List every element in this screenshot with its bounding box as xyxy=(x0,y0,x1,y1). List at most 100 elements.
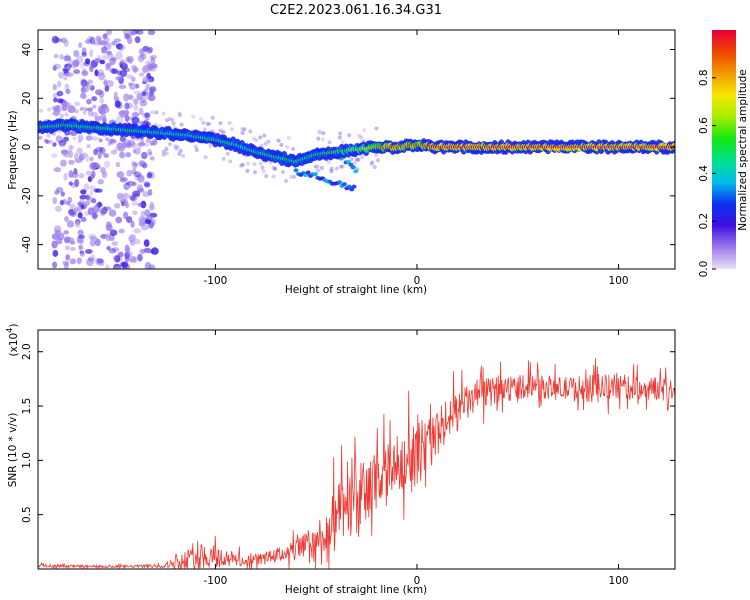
spectrogram-cell xyxy=(115,51,123,60)
spectrogram-cell xyxy=(95,238,101,247)
x-tick-label: 100 xyxy=(609,275,629,287)
snr-multiplier-exp: 4 xyxy=(5,328,14,333)
spectrogram-cell xyxy=(79,107,84,112)
spectrogram-cell xyxy=(273,166,278,171)
spectrogram-cell xyxy=(144,118,149,123)
spectrogram-cell xyxy=(312,172,318,177)
spectrogram-cell xyxy=(102,205,108,213)
spectrogram-cell xyxy=(140,120,145,125)
spectrogram-cell xyxy=(115,161,121,168)
spectrogram-cell xyxy=(73,69,81,75)
spectrogram-cell xyxy=(52,196,58,205)
spectrogram-cell xyxy=(118,61,124,68)
spectrogram-cell xyxy=(100,104,107,110)
spectrogram-cell xyxy=(113,202,121,209)
spectrogram-cell xyxy=(89,190,94,196)
spectrogram-cell xyxy=(316,164,321,169)
spectrogram-cell xyxy=(62,139,67,144)
spectrogram-cell xyxy=(145,138,152,143)
spectrogram-cell xyxy=(124,139,132,147)
colorbar-ticks: 0.0 0.2 0.4 0.6 0.8 xyxy=(698,69,716,277)
spectrogram-cell xyxy=(59,159,67,167)
spectrogram-cell xyxy=(148,76,155,83)
spectrogram-cell xyxy=(340,164,345,169)
spectrogram-cell xyxy=(141,91,147,97)
spectrogram-cell xyxy=(181,153,186,158)
spectrogram-cell xyxy=(227,120,232,125)
spectrogram-cell xyxy=(229,127,234,132)
spectrogram-cell xyxy=(137,202,145,207)
spectrogram-cell xyxy=(221,156,226,161)
spectrogram-cell xyxy=(131,116,140,124)
spectrogram-cell xyxy=(210,115,215,120)
colorbar-tick-label: 0.6 xyxy=(698,117,710,134)
spectrogram-cell xyxy=(144,112,151,118)
spectrogram-cell xyxy=(218,121,223,126)
spectrogram-cell xyxy=(144,119,149,124)
spectrogram-cell xyxy=(349,157,354,162)
spectrogram-cell xyxy=(93,148,98,156)
spectrogram-cell xyxy=(86,98,92,105)
spectrogram-cell xyxy=(46,133,51,138)
spectrogram-cell xyxy=(128,255,137,262)
spectrogram-cell xyxy=(260,165,265,170)
spectrogram-cell xyxy=(161,149,166,154)
spectrogram-cell xyxy=(114,100,121,108)
spectrogram-cell xyxy=(69,237,75,245)
spectrogram-cell xyxy=(77,139,82,144)
spectrogram-cell xyxy=(98,137,103,142)
spectrogram-cell xyxy=(248,129,253,134)
y-tick-label: 1.0 xyxy=(21,452,33,469)
spectrogram-cell xyxy=(254,138,259,143)
spectrogram-cell xyxy=(119,44,126,51)
spectrogram-cell xyxy=(137,142,146,147)
spectrogram-cell xyxy=(134,36,141,44)
spectrogram-cell xyxy=(97,72,106,81)
spectrogram-cell xyxy=(144,143,149,148)
spectrogram-cell xyxy=(326,160,331,165)
spectrogram-cell xyxy=(149,141,155,146)
spectrogram-cell xyxy=(53,53,59,59)
spectrogram-cell xyxy=(87,79,94,85)
spectrogram-cell xyxy=(148,264,156,269)
spectrogram-cell xyxy=(64,54,72,60)
spectrogram-cell xyxy=(77,134,84,141)
spectrogram-cell xyxy=(148,95,155,101)
spectrogram-cell xyxy=(81,51,87,57)
spectrogram-cell xyxy=(353,169,359,174)
spectrogram-cell xyxy=(134,90,141,95)
spectrogram-cell xyxy=(95,35,102,42)
spectrogram-cell xyxy=(60,37,68,44)
spectrogram-cell xyxy=(276,138,281,143)
spectrogram-cell xyxy=(85,249,93,254)
colorbar-tick-label: 0.0 xyxy=(698,261,710,278)
spectrogram-cell xyxy=(69,130,74,135)
spectrogram-cell xyxy=(60,191,65,197)
spectrogram-cell xyxy=(252,170,257,175)
spectrogram-cell xyxy=(134,148,141,155)
spectrogram-cell xyxy=(99,97,105,104)
spectrogram-cell xyxy=(53,97,58,103)
figure-title: C2E2.2023.061.16.34.G31 xyxy=(270,3,442,18)
spectrogram-cell xyxy=(126,36,133,45)
spectrogram-cell xyxy=(228,159,233,164)
spectrogram-cell xyxy=(70,246,76,252)
spectrogram-cell xyxy=(104,85,110,92)
y-tick-label: -20 xyxy=(21,187,33,204)
spectrogram-cell xyxy=(45,139,50,144)
spectrogram-cell xyxy=(101,54,108,61)
spectrogram-cell xyxy=(129,82,137,90)
spectrogram-cell xyxy=(129,31,134,37)
spectrogram-cell xyxy=(61,137,66,142)
spectrogram-cell xyxy=(78,234,86,239)
spectrogram-cell xyxy=(51,35,59,44)
spectrogram-cell xyxy=(146,172,153,179)
spectrogram-cell xyxy=(177,111,182,116)
spectrogram-cell xyxy=(124,102,130,110)
spectrogram-cell xyxy=(262,133,267,138)
spectrogram-cell xyxy=(116,43,123,50)
spectrogram-cell xyxy=(137,145,142,150)
spectrogram-cell xyxy=(83,183,90,191)
spectrogram-cell xyxy=(85,81,90,87)
spectrogram-cell xyxy=(147,189,153,196)
